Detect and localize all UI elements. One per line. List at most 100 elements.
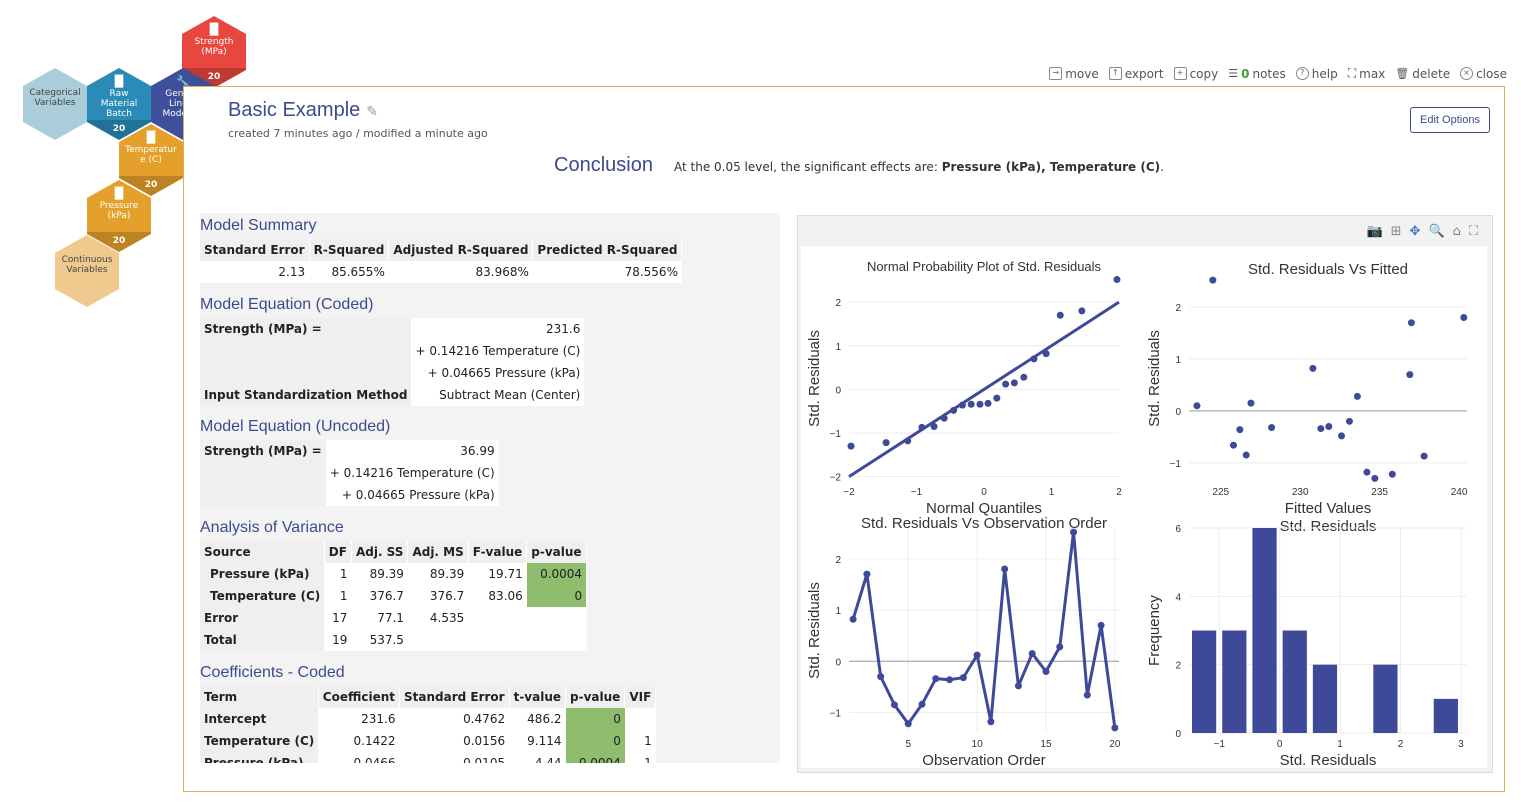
table-cell: 0 [565, 708, 625, 730]
node-temp[interactable]: ▐▌ Temperatur e (C) 20 [119, 124, 183, 196]
page-meta: created 7 minutes ago / modified a minut… [228, 127, 488, 140]
pencil-icon[interactable]: ✎ [366, 103, 379, 119]
table-cell: + 0.14216 Temperature (C) [415, 344, 581, 358]
y-tick-label: −1 [1170, 459, 1182, 470]
table-cell: 0 [565, 730, 625, 752]
fullscreen-icon[interactable]: ⛶ [1468, 224, 1478, 239]
data-point [847, 442, 855, 450]
table-row: + 0.14216 Temperature (C) [200, 340, 584, 362]
copy-button[interactable]: + copy [1173, 66, 1218, 81]
help-button[interactable]: ? help [1295, 66, 1338, 81]
home-icon[interactable]: ⌂ [1452, 224, 1461, 239]
close-button[interactable]: × close [1460, 66, 1507, 81]
data-point [1247, 399, 1255, 407]
col-header: VIF [624, 686, 657, 708]
node-label: Raw Material Batch [100, 89, 138, 119]
data-point [1056, 311, 1064, 319]
y-tick-label: 0 [835, 657, 841, 668]
table-cell: 36.99 [460, 444, 495, 458]
col-header: DF [324, 541, 352, 563]
chart-area: Normal Probability Plot of Std. Residual… [801, 246, 1487, 769]
model-summary-table: Standard Error R-Squared Adjusted R-Squa… [200, 239, 683, 283]
pan-icon[interactable]: ✥ [1409, 224, 1421, 239]
table-row: 2.13 85.655% 83.968% 78.556% [200, 261, 682, 283]
zoom-icon[interactable]: 🔍 [1428, 224, 1445, 239]
coef-table: Term Coefficient Standard Error t-value … [200, 686, 657, 763]
table-cell [625, 708, 656, 730]
y-tick-label: 2 [835, 298, 841, 309]
data-point [1056, 643, 1064, 651]
table-header-row: Term Coefficient Standard Error t-value … [200, 686, 657, 708]
table-cell: 0 [526, 585, 587, 607]
table-cell: Pressure (kPa) [200, 563, 325, 585]
move-button[interactable]: → move [1049, 66, 1099, 81]
data-point [1078, 307, 1086, 315]
export-icon: ↑ [1108, 67, 1122, 80]
chart-title: Std. Residuals Vs Fitted [1248, 261, 1408, 278]
table-cell: 376.7 [369, 589, 404, 603]
table-cell: 9.114 [527, 734, 562, 748]
data-point [1193, 402, 1201, 410]
close-icon: × [1460, 67, 1474, 80]
data-point [984, 399, 992, 407]
data-point [1317, 425, 1325, 433]
data-point [1113, 275, 1121, 283]
node-categorical[interactable]: Categorical Variables [23, 68, 87, 140]
data-point [1460, 314, 1468, 322]
table-row: Temperature (C) 0.1422 0.0156 9.114 0 1 [200, 730, 656, 752]
bar-chart-icon: ▐▌ [142, 131, 160, 144]
conclusion-effects: Pressure (kPa), Temperature (C) [941, 160, 1161, 174]
chart-toolbar: 📷 ⊞ ✥ 🔍 ⌂ ⛶ [1366, 224, 1478, 239]
window-toolbar: → move ↑ export + copy ☰ 0 notes ? help ⛶ max 🗑… [1049, 66, 1507, 81]
page-title[interactable]: Basic Example ✎ [228, 99, 378, 122]
anova-table: Source DF Adj. SS Adj. MS F-value p-valu… [200, 541, 587, 651]
node-label: Strength (MPa) [194, 37, 234, 57]
export-button[interactable]: ↑ export [1108, 66, 1164, 81]
histogram-bar [1433, 698, 1458, 733]
camera-icon[interactable]: 📷 [1366, 224, 1383, 239]
table-cell: 2.13 [278, 265, 306, 279]
max-button[interactable]: ⛶ max [1348, 66, 1386, 81]
chart-title: Std. Residuals [1280, 518, 1377, 535]
table-row: Pressure (kPa) 1 89.39 89.39 19.71 0.000… [200, 563, 587, 585]
data-point [890, 701, 898, 709]
table-cell [200, 462, 326, 484]
data-point [1042, 350, 1050, 358]
table-cell [468, 607, 527, 629]
table-cell: Pressure (kPa) [200, 752, 319, 763]
data-point [1345, 417, 1353, 425]
data-point [904, 437, 912, 445]
table-row: Pressure (kPa) 0.0466 0.0105 4.44 0.0004… [200, 752, 656, 763]
col-header: Predicted R-Squared [532, 239, 683, 261]
table-cell: 537.5 [369, 633, 404, 647]
delete-button[interactable]: 🗑 delete [1395, 66, 1450, 81]
histogram-bar [1282, 630, 1307, 733]
x-tick-label: 1 [1337, 739, 1343, 750]
node-label: Pressure (kPa) [99, 201, 139, 221]
x-tick-label: 2 [1116, 487, 1122, 498]
data-point [930, 422, 938, 430]
table-row: Intercept 231.6 0.4762 486.2 0 [200, 708, 656, 730]
table-cell: Temperature (C) [200, 730, 319, 752]
node-raw[interactable]: ▐▌ Raw Material Batch 20 [87, 68, 151, 140]
x-tick-label: 20 [1109, 739, 1121, 750]
table-cell: 89.39 [369, 567, 404, 581]
edit-options-button[interactable]: Edit Options [1410, 107, 1490, 133]
data-point [987, 718, 995, 726]
y-tick-label: 2 [1175, 661, 1181, 672]
charts-svg[interactable]: Normal Probability Plot of Std. Residual… [801, 246, 1487, 769]
move-label: move [1065, 66, 1099, 81]
col-header: Adjusted R-Squared [388, 239, 534, 261]
table-cell: 0.1422 [353, 734, 396, 748]
max-label: max [1359, 66, 1386, 81]
data-point [1407, 319, 1415, 327]
table-cell [200, 362, 412, 384]
notes-button[interactable]: ☰ 0 notes [1228, 66, 1286, 81]
data-point [882, 439, 890, 447]
add-icon[interactable]: ⊞ [1390, 224, 1402, 239]
title-text: Basic Example [228, 99, 361, 121]
table-cell: 19.71 [488, 567, 523, 581]
node-label: Continuous Variables [61, 255, 113, 275]
chart-title: Normal Probability Plot of Std. Residual… [867, 259, 1102, 274]
x-tick-label: 0 [1277, 739, 1283, 750]
